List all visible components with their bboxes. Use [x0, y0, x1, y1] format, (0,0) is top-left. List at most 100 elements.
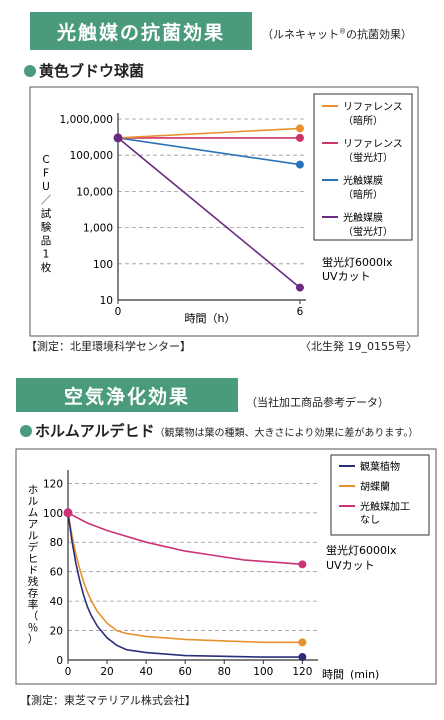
c1-y-axis-label-char: 験 [41, 220, 52, 233]
c1-y-tick-label: 1,000 [83, 223, 113, 235]
banner-note-tail: の抗菌効果） [346, 28, 412, 41]
c1-y-tick-label: 1,000,000 [60, 114, 113, 126]
c1-y-axis-label-char: 品 [41, 235, 52, 247]
source-toshiba: 【測定：東芝マテリアル株式会社】 [20, 694, 196, 707]
c1-y-axis-label-char: U [42, 181, 50, 193]
c2-y-axis-label-char: （ [28, 611, 39, 623]
c1-y-axis-label-char: C [42, 154, 49, 166]
c1-y-axis-label-char: 枚 [41, 261, 52, 274]
c1-legend-label-2: （暗所） [343, 188, 383, 201]
c1-y-axis-label-char: 試 [41, 207, 52, 220]
c2-x-tick-label: 60 [179, 666, 192, 678]
c2-legend-label-2: なし [360, 514, 380, 526]
banner-note-text: （ルネキャット [262, 28, 339, 41]
c2-y-axis-label-char: 存 [28, 587, 39, 600]
formaldehyde-heading-note: （観葉物は葉の種類、大きさにより効果に差があります。） [154, 428, 419, 439]
air-purification-banner: 空気浄化効果 [16, 378, 238, 412]
c2-x-tick-label: 20 [100, 666, 113, 678]
c2-x-tick-label: 0 [65, 666, 72, 678]
c2-y-axis-label-char: ア [28, 519, 39, 531]
c2-y-axis-label-char: ル [28, 496, 39, 508]
c2-y-axis-label-char: ド [28, 565, 39, 577]
c1-series-0-end-point [295, 124, 304, 133]
c1-y-tick-label: 10,000 [76, 186, 113, 198]
antibacterial-banner-note: （ルネキャット®の抗菌効果） [262, 26, 412, 42]
chart2-x-axis-label: 時間 [322, 668, 344, 681]
chart2-annotation-line1: 蛍光灯6000lx [326, 543, 397, 557]
c1-legend-label-0: （暗所） [343, 114, 383, 127]
c2-legend-box [330, 454, 430, 536]
chart2-annotation-line2: UVカット [326, 559, 375, 572]
c1-legend-label-2: 光触媒膜 [343, 174, 383, 187]
chart1-frame [29, 86, 419, 337]
c2-y-axis-label-char: ％ [28, 622, 39, 634]
chart1-annotation-line2: UVカット [322, 270, 371, 283]
c2-series-0-line [67, 512, 303, 658]
c1-series-1-end-point [295, 133, 304, 142]
c2-y-axis-label-char: ホ [28, 484, 39, 496]
c1-series-2-line [117, 137, 301, 166]
c2-legend-label-1: 胡蝶蘭 [360, 480, 390, 493]
c2-y-tick-label: 100 [43, 508, 63, 520]
c1-legend-label-3: （蛍光灯） [343, 225, 393, 238]
c1-legend-label-0: リファレンス [343, 102, 403, 113]
c2-y-axis-label-char: デ [28, 541, 39, 554]
bullet-dot-icon [20, 425, 32, 437]
antibacterial-banner: 光触媒の抗菌効果 [30, 12, 252, 50]
c2-y-axis-label-char: 残 [28, 575, 39, 588]
registered-mark: ® [339, 27, 346, 36]
c2-y-axis-label-char: 率 [28, 598, 39, 611]
c1-legend-label-1: （蛍光灯） [343, 151, 393, 164]
c2-series-1-end-point [298, 638, 307, 647]
formaldehyde-heading: ホルムアルデヒド（観葉物は葉の種類、大きさにより効果に差があります。） [20, 420, 418, 441]
air-purification-banner-title: 空気浄化効果 [63, 385, 190, 408]
c2-legend-label-0: 観葉植物 [360, 460, 400, 473]
c2-y-axis-label-char: ヒ [28, 553, 39, 565]
c1-y-axis-label-char: F [43, 167, 49, 179]
bullet-dot-icon [24, 65, 36, 77]
c1-series-3-end-point [295, 283, 304, 292]
c2-x-tick-label: 100 [253, 666, 273, 678]
c1-y-tick-label: 10 [100, 295, 113, 307]
formaldehyde-heading-text: ホルムアルデヒド [35, 422, 155, 440]
chart1-annotation-line1: 蛍光灯6000lx [322, 255, 393, 269]
c1-series-2-end-point [295, 160, 304, 169]
c2-y-tick-label: 20 [50, 626, 63, 638]
source-kitasato: 【測定：北里環境科学センター】 [26, 340, 191, 353]
c2-series-2-line [67, 512, 303, 566]
c2-y-axis-label-char: ） [28, 634, 39, 646]
c2-y-tick-label: 60 [50, 567, 63, 579]
report-number: 〈北生発 19_0155号〉 [300, 340, 417, 353]
antibacterial-chart: 10 100 1,000 10,000 100,000 1,000,000 0 6 リファレン… [29, 86, 419, 337]
c2-y-tick-label: 80 [50, 537, 63, 549]
c1-y-tick-label: 100 [93, 259, 113, 271]
c2-x-tick-label: 80 [218, 666, 231, 678]
staph-heading: 黄色ブドウ球菌 [24, 60, 144, 81]
c2-series-1-line [67, 512, 303, 644]
c1-series-0-line [117, 127, 300, 139]
chart1-x-axis-label: 時間（h） [185, 312, 236, 325]
c2-x-tick-label: 40 [139, 666, 152, 678]
c1-legend-label-1: リファレンス [343, 139, 403, 150]
c1-series-3-line [117, 137, 301, 289]
antibacterial-banner-title: 光触媒の抗菌効果 [56, 21, 225, 44]
c2-y-tick-label: 120 [43, 478, 63, 490]
staph-heading-text: 黄色ブドウ球菌 [39, 62, 145, 80]
chart2-frame [15, 448, 437, 685]
c2-x-tick-label: 120 [292, 666, 312, 678]
c2-series-0-end-point [298, 653, 307, 662]
c1-x-tick-label: 0 [115, 306, 122, 318]
c1-x-tick-label: 6 [297, 306, 304, 318]
c1-y-axis-label-char: ／ [41, 194, 52, 206]
c1-start-point [113, 133, 123, 143]
c2-y-tick-label: 40 [50, 596, 63, 608]
c2-y-axis-label-char: ル [28, 530, 39, 542]
c1-legend-box [313, 93, 413, 241]
c1-legend-label-3: 光触媒膜 [343, 211, 383, 224]
c1-y-tick-label: 100,000 [70, 150, 113, 162]
c2-y-axis-label-char: ム [28, 507, 39, 519]
c2-y-tick-label: 0 [56, 655, 63, 667]
c2-series-2-end-point [298, 560, 307, 569]
c2-legend-label-2: 光触媒加工 [360, 500, 410, 513]
